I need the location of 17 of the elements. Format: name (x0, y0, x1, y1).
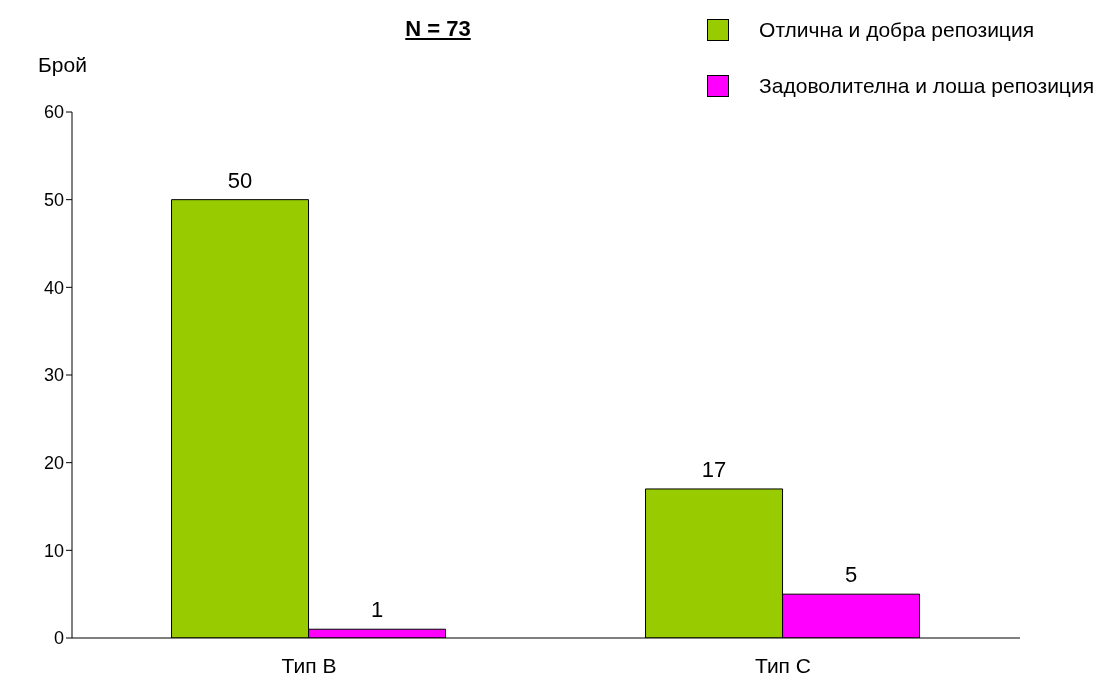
data-label: 1 (370, 597, 384, 623)
chart-title: N = 73 (404, 16, 472, 42)
x-tick-label: Тип В (281, 653, 337, 677)
y-tick-label: 50 (43, 190, 64, 211)
data-label: 5 (844, 562, 858, 588)
y-tick-label: 30 (43, 365, 64, 386)
data-label: 17 (701, 456, 727, 482)
y-tick-label: 0 (53, 628, 64, 649)
data-label: 50 (227, 167, 253, 193)
y-axis-title: Брой (38, 53, 87, 77)
x-tick-label: Тип С (754, 653, 812, 677)
y-tick-label: 10 (43, 540, 64, 561)
y-tick-label: 60 (43, 102, 64, 123)
y-tick-label: 40 (43, 277, 64, 298)
legend-label: Отлична и добра репозиция (759, 18, 1035, 42)
legend-label: Задоволителна и лоша репозиция (759, 74, 1094, 98)
y-tick-label: 20 (43, 453, 64, 474)
